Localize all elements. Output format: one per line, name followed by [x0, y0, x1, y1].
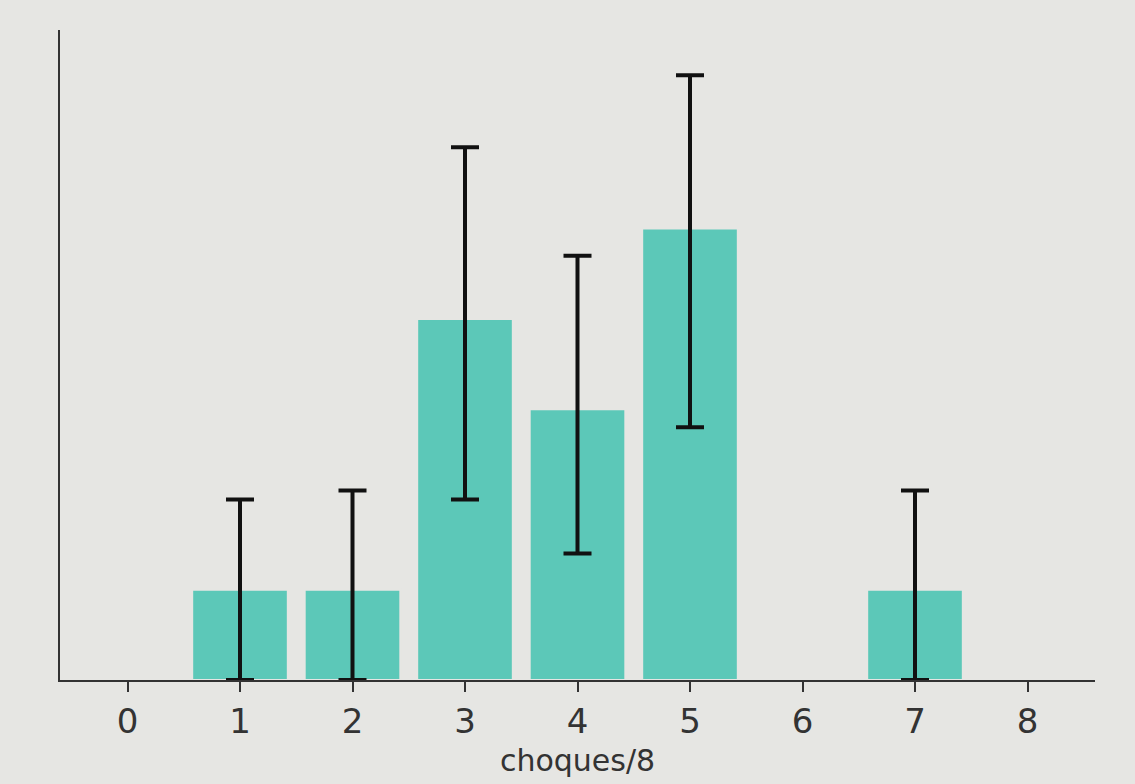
svg-text:5: 5 [679, 701, 701, 741]
svg-text:3: 3 [454, 701, 476, 741]
svg-text:8: 8 [1017, 701, 1039, 741]
svg-text:6: 6 [792, 701, 814, 741]
svg-text:1: 1 [229, 701, 251, 741]
svg-text:0: 0 [117, 701, 139, 741]
svg-text:2: 2 [342, 701, 364, 741]
svg-text:4: 4 [567, 701, 589, 741]
svg-text:7: 7 [904, 701, 926, 741]
svg-text:choques/8: choques/8 [500, 743, 655, 778]
